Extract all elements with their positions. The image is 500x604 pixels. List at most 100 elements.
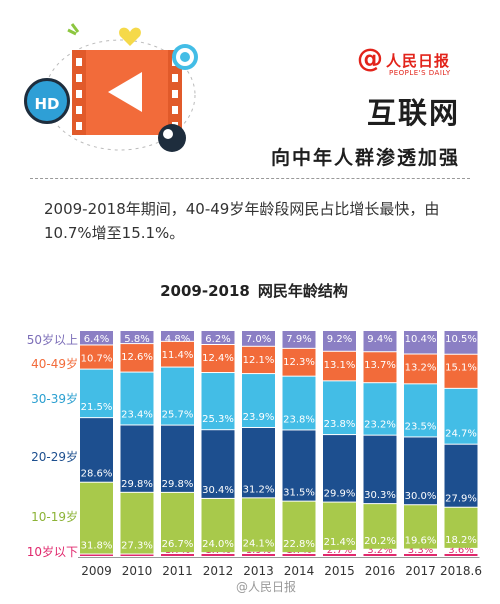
data-label: 20.2% (364, 536, 396, 547)
bar-segment (161, 553, 194, 556)
x-tick-label: 2012 (203, 564, 234, 578)
data-label: 23.5% (405, 421, 437, 432)
data-label: 30.4% (202, 485, 234, 496)
bar-segment (444, 507, 478, 548)
chart-title-years: 2009-2018 (160, 282, 250, 300)
legend-label-20-29: 20-29岁 (31, 450, 78, 464)
legend-label-30-39: 30-39岁 (31, 392, 78, 406)
data-label: 12.6% (121, 352, 153, 363)
divider (30, 178, 470, 179)
bar-segment (282, 348, 316, 376)
bar-segment (444, 444, 478, 507)
bar-segment (242, 331, 275, 346)
bar-segment (80, 345, 113, 369)
bar-segment (444, 331, 478, 354)
bar-segment (120, 425, 154, 492)
bar-segment (161, 425, 194, 492)
legend-label-50plus: 50岁以上 (26, 333, 78, 347)
bar-segment (80, 331, 113, 345)
data-label: 29.9% (324, 489, 356, 500)
bar-segment (444, 388, 478, 444)
heart-icon (119, 27, 141, 46)
bar-segment (363, 383, 397, 435)
x-tick-label: 2013 (243, 564, 274, 578)
data-label: 9.4% (367, 334, 392, 345)
data-label: 3.2% (367, 545, 392, 556)
bar-segment (80, 369, 113, 418)
data-label: 27.3% (121, 541, 153, 552)
bar-segment (242, 374, 275, 427)
bar-segment (363, 435, 397, 504)
bar-segment (404, 505, 437, 549)
data-label: 5.8% (124, 334, 149, 345)
bar-segment (363, 504, 397, 549)
bar-segment (404, 384, 437, 437)
bar-segment (120, 492, 154, 554)
data-label: 3.6% (448, 545, 473, 556)
bar-segment (161, 492, 194, 553)
data-label: 28.6% (81, 469, 113, 480)
x-tick-label: 2018.6 (440, 564, 482, 578)
data-label: 23.8% (283, 414, 315, 425)
target-icon (170, 42, 200, 72)
data-label: 9.2% (327, 334, 352, 345)
bar-segment (80, 418, 113, 482)
page-subtitle: 向中年人群渗透加强 (270, 147, 460, 169)
data-label: 23.4% (121, 409, 153, 420)
bar-segment (80, 554, 113, 556)
data-label: 25.7% (162, 410, 194, 421)
legend-label-under10: 10岁以下 (26, 545, 78, 559)
data-label: 12.4% (202, 353, 234, 364)
chart-title: 2009-2018 网民年龄结构 (0, 280, 500, 301)
chart-title-label: 网民年龄结构 (257, 282, 348, 300)
data-label: 30.0% (405, 491, 437, 502)
data-label: 10.4% (405, 334, 437, 345)
data-label: 25.3% (202, 414, 234, 425)
bar-segment (80, 482, 113, 554)
data-label: 12.3% (283, 357, 315, 368)
bar-segment (201, 331, 235, 345)
hd-label: HD (34, 95, 60, 113)
data-label: 24.1% (243, 539, 275, 550)
data-label: 13.7% (364, 360, 396, 371)
summary-text: 2009-2018年期间，40-49岁年龄段网民占比增长最快，由10.7%增至1… (44, 200, 440, 242)
data-label-bg (444, 543, 478, 554)
brand-sub: PEOPLE'S DAILY (389, 69, 451, 77)
bar-segment (201, 498, 235, 553)
bar-segment (282, 331, 316, 348)
data-label: 6.2% (205, 334, 230, 345)
data-label: 19.6% (405, 536, 437, 547)
bar-segment (404, 331, 437, 354)
bar-segment (201, 373, 235, 430)
data-label: 13.2% (405, 363, 437, 374)
bar-segment (161, 367, 194, 425)
data-label: 23.8% (324, 419, 356, 430)
bar-segment (323, 381, 356, 435)
data-label: 3.3% (408, 545, 433, 556)
data-label: 22.8% (283, 539, 315, 550)
video-play-icon (44, 23, 196, 152)
data-label: 11.4% (162, 350, 194, 361)
data-label: 13.1% (324, 360, 356, 371)
bar-segment (282, 430, 316, 501)
data-label: 26.7% (162, 539, 194, 550)
bar-segment (363, 331, 397, 352)
bar-segment (323, 351, 356, 381)
x-tick-label: 2010 (122, 564, 153, 578)
data-label: 31.8% (81, 541, 113, 552)
bar-segment (161, 331, 194, 341)
data-label: 21.4% (324, 537, 356, 548)
data-label: 27.9% (445, 494, 477, 505)
data-label: 24.7% (445, 429, 477, 440)
x-tick-label: 2014 (284, 564, 315, 578)
data-label: 30.3% (364, 490, 396, 501)
data-label: 12.1% (243, 355, 275, 366)
data-label: 10.7% (81, 353, 113, 364)
x-tick-label: 2011 (162, 564, 193, 578)
bar-segment (120, 372, 154, 425)
bar-segment (201, 430, 235, 498)
bar-segment (201, 553, 235, 556)
data-label: 23.9% (243, 412, 275, 423)
data-label: 18.2% (445, 535, 477, 546)
